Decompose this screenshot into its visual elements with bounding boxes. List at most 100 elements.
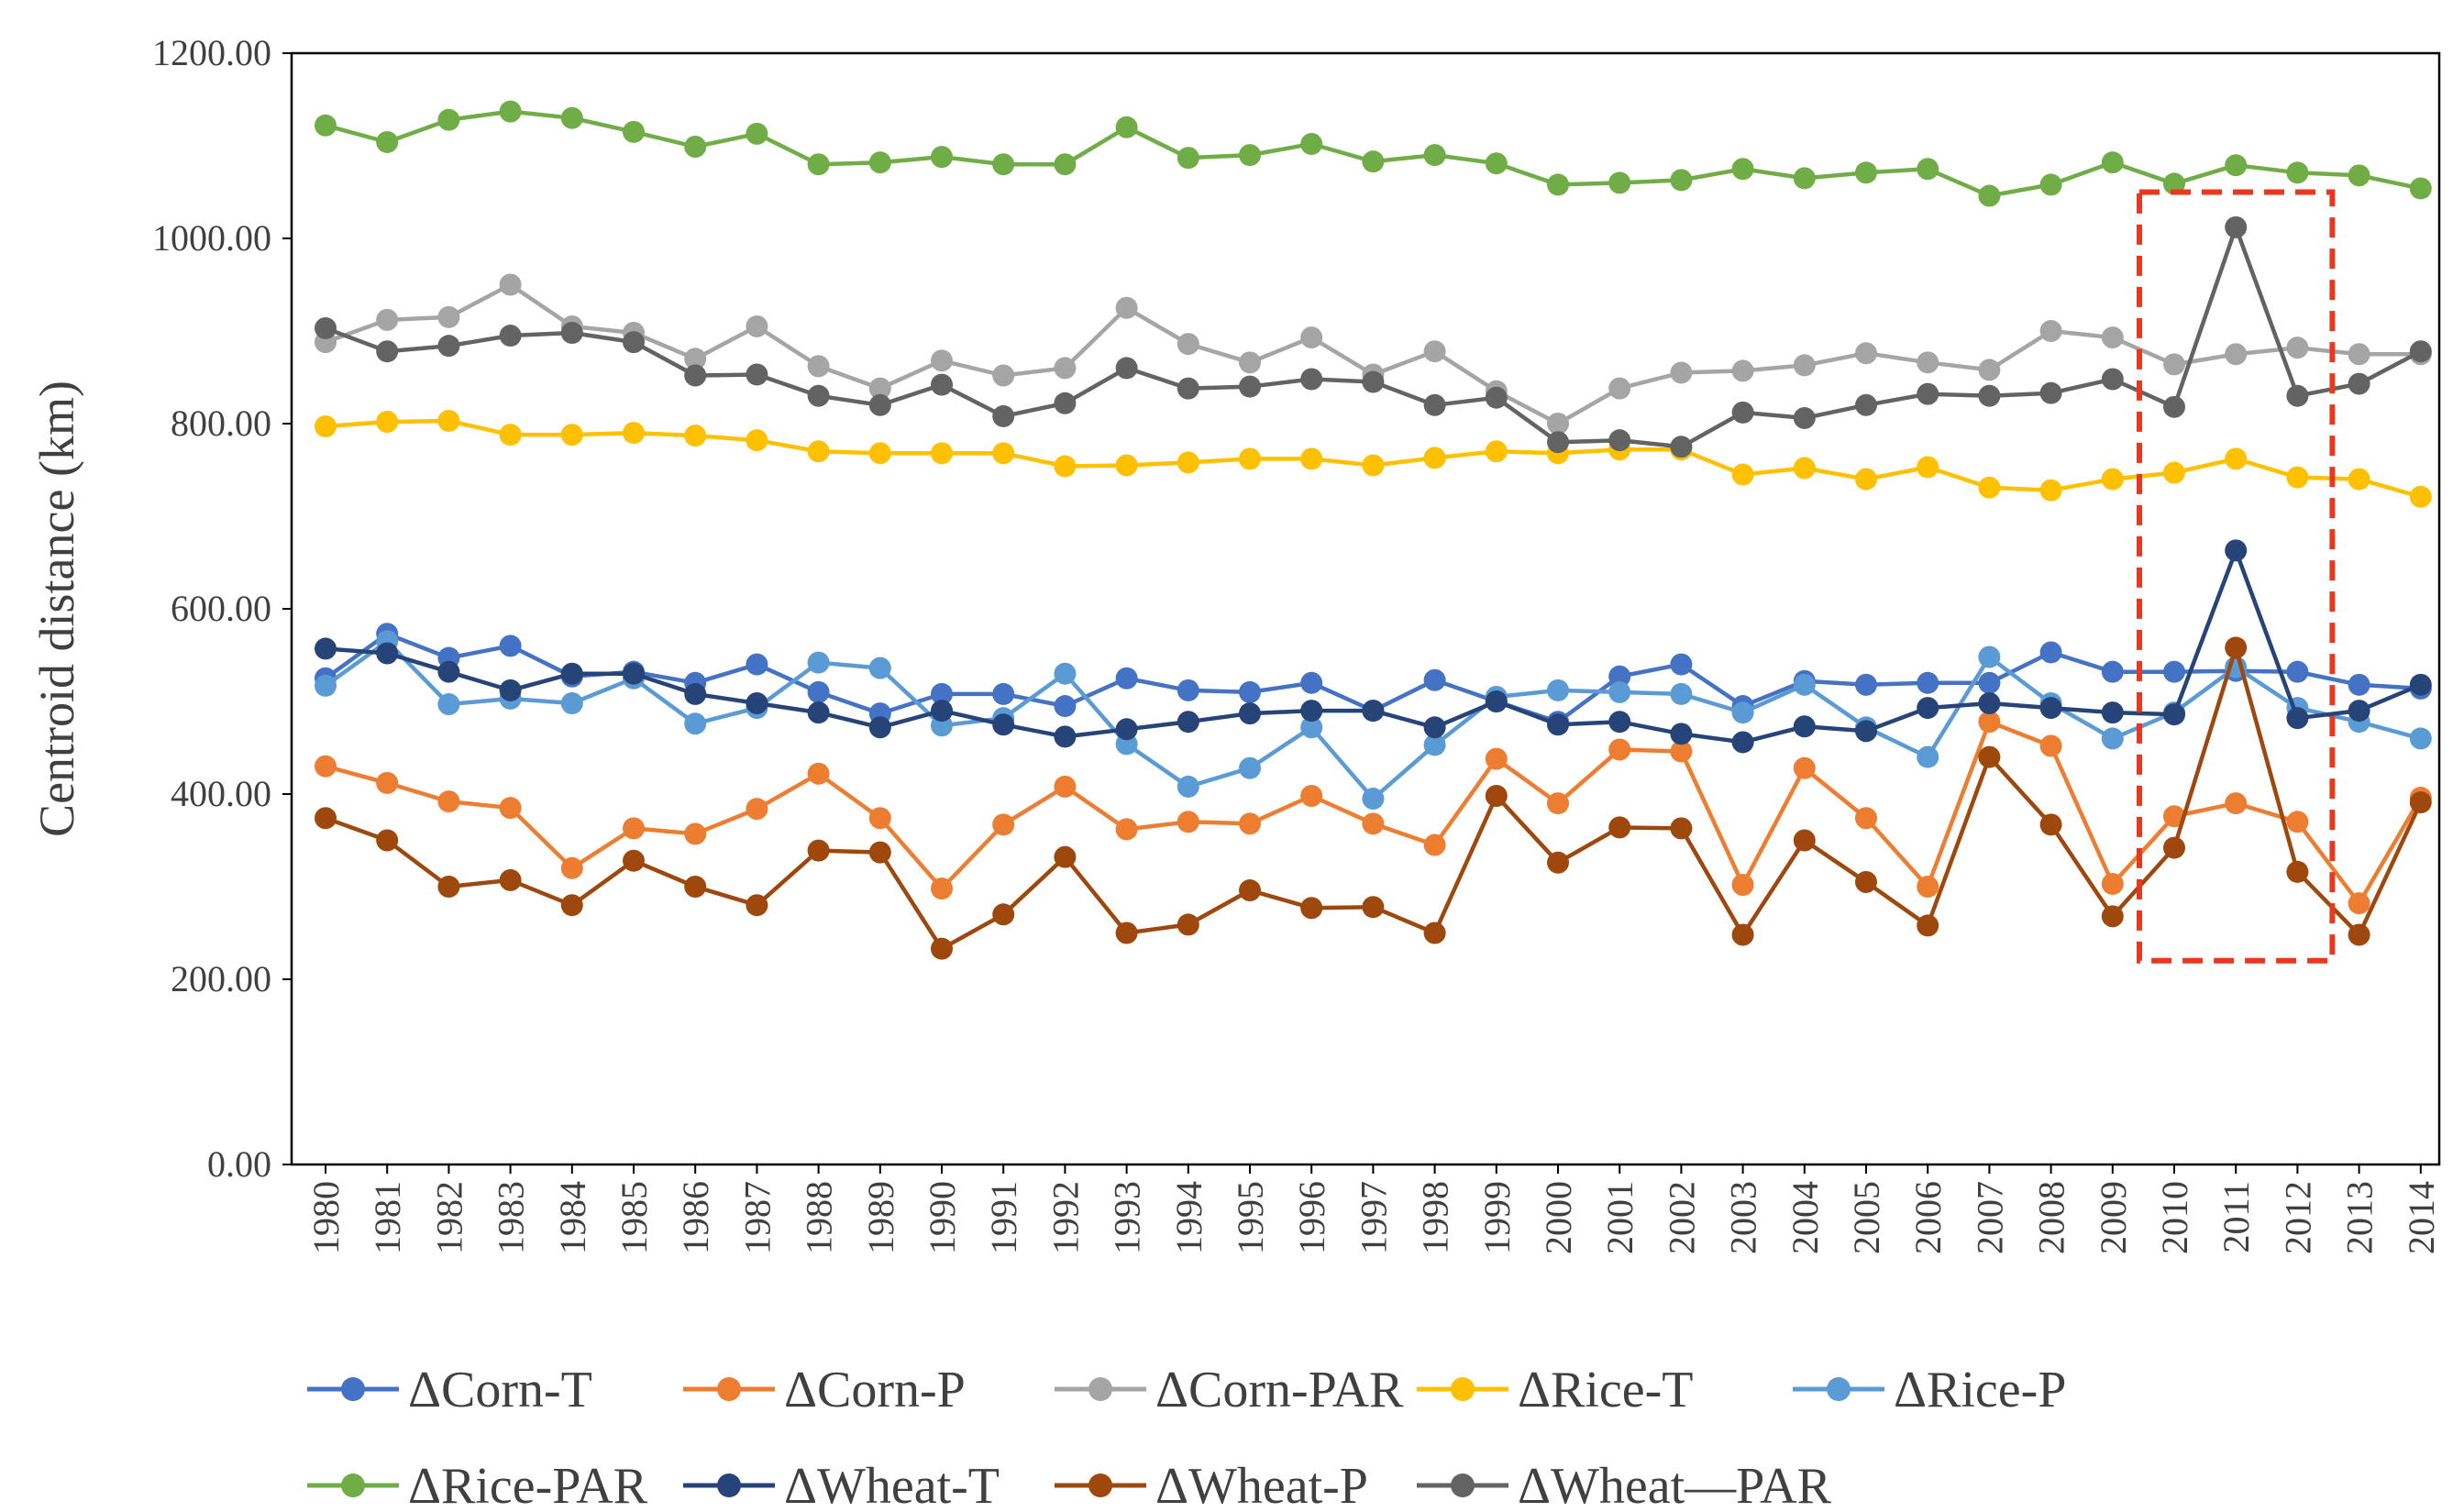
data-point bbox=[684, 876, 707, 898]
data-point bbox=[499, 424, 522, 447]
data-point bbox=[1670, 723, 1693, 745]
data-point bbox=[437, 335, 460, 358]
data-point bbox=[1239, 702, 1261, 725]
data-point bbox=[376, 642, 399, 665]
data-point bbox=[499, 100, 522, 123]
data-point bbox=[868, 393, 891, 416]
x-tick-label: 2000 bbox=[1538, 1181, 1579, 1254]
data-point bbox=[1917, 382, 1939, 405]
data-point bbox=[684, 712, 707, 735]
data-point bbox=[1547, 851, 1569, 874]
data-point bbox=[1423, 716, 1446, 739]
data-point bbox=[1978, 184, 2001, 207]
legend-item: ΔCorn-P bbox=[683, 1362, 966, 1418]
x-tick-label: 1995 bbox=[1230, 1181, 1271, 1254]
data-point bbox=[1300, 716, 1323, 739]
data-point bbox=[1731, 731, 1754, 754]
data-point bbox=[2348, 164, 2370, 187]
data-point bbox=[437, 790, 460, 813]
data-point bbox=[746, 692, 768, 715]
data-point bbox=[2101, 660, 2124, 683]
data-point bbox=[1115, 922, 1138, 944]
data-point bbox=[1670, 169, 1693, 192]
data-point bbox=[1608, 665, 1631, 688]
data-point bbox=[992, 813, 1015, 836]
data-point bbox=[2348, 673, 2370, 696]
legend-item: ΔWheat-P bbox=[1055, 1458, 1368, 1512]
y-tick-label: 1000.00 bbox=[152, 217, 271, 259]
data-point bbox=[2225, 215, 2248, 238]
data-point bbox=[1670, 653, 1693, 676]
data-point bbox=[992, 442, 1015, 465]
data-point bbox=[1670, 361, 1693, 384]
data-point bbox=[1177, 775, 1199, 798]
x-tick-label: 1987 bbox=[736, 1181, 778, 1254]
data-point bbox=[1855, 342, 1877, 365]
data-point bbox=[1115, 718, 1138, 741]
x-tick-label: 2001 bbox=[1599, 1181, 1641, 1254]
data-point bbox=[1608, 711, 1631, 734]
data-point bbox=[437, 693, 460, 716]
data-point bbox=[1362, 370, 1385, 393]
data-point bbox=[1239, 351, 1261, 374]
data-point bbox=[1300, 132, 1323, 155]
data-point bbox=[1855, 161, 1877, 184]
x-tick-label: 2004 bbox=[1784, 1181, 1826, 1254]
data-point bbox=[315, 755, 337, 778]
data-point bbox=[1793, 406, 1816, 429]
data-point bbox=[1547, 792, 1569, 815]
data-point bbox=[746, 653, 768, 676]
data-point bbox=[1300, 326, 1323, 349]
data-point bbox=[2163, 660, 2185, 683]
x-tick-label: 1989 bbox=[860, 1181, 901, 1254]
x-tick-label: 2009 bbox=[2093, 1181, 2134, 1254]
data-point bbox=[1670, 682, 1693, 705]
data-point bbox=[1177, 333, 1199, 356]
data-point bbox=[1731, 158, 1754, 181]
data-point bbox=[499, 325, 522, 348]
data-point bbox=[1547, 431, 1569, 454]
data-point bbox=[2225, 539, 2248, 562]
data-point bbox=[1239, 756, 1261, 779]
data-point bbox=[1917, 671, 1939, 694]
data-point bbox=[1978, 359, 2001, 381]
data-point bbox=[2286, 337, 2309, 359]
data-point bbox=[1300, 785, 1323, 808]
data-point bbox=[1177, 377, 1199, 400]
data-point bbox=[1978, 384, 2001, 407]
data-point bbox=[1978, 745, 2001, 768]
data-point bbox=[1978, 671, 2001, 694]
x-tick-label: 2003 bbox=[1723, 1181, 1764, 1254]
data-point bbox=[2348, 468, 2370, 491]
legend-label: ΔRice-PAR bbox=[408, 1458, 648, 1512]
data-point bbox=[807, 680, 830, 703]
data-point bbox=[684, 364, 707, 387]
data-point bbox=[2286, 660, 2309, 683]
data-point bbox=[931, 877, 953, 900]
data-point bbox=[868, 151, 891, 174]
legend-label: ΔRice-T bbox=[1518, 1362, 1694, 1418]
legend-item: ΔCorn-PAR bbox=[1055, 1362, 1404, 1418]
x-tick-label: 1991 bbox=[983, 1181, 1024, 1254]
data-point bbox=[2101, 701, 2124, 724]
data-point bbox=[931, 373, 953, 396]
data-point bbox=[1054, 725, 1077, 748]
data-point bbox=[437, 660, 460, 683]
data-point bbox=[868, 716, 891, 739]
series-ΔWheat—PAR bbox=[315, 215, 2432, 458]
data-point bbox=[2409, 791, 2432, 814]
data-point bbox=[1239, 812, 1261, 835]
data-point bbox=[1239, 375, 1261, 398]
data-point bbox=[560, 856, 583, 879]
data-point bbox=[931, 146, 953, 169]
data-point bbox=[1855, 673, 1877, 696]
data-point bbox=[2409, 177, 2432, 200]
highlight-layer bbox=[2137, 189, 2336, 964]
x-tick-label: 2011 bbox=[2215, 1181, 2257, 1253]
data-point bbox=[315, 415, 337, 438]
data-point bbox=[931, 349, 953, 372]
x-tick-label: 2007 bbox=[1969, 1181, 2010, 1254]
data-point bbox=[499, 273, 522, 296]
data-point bbox=[1670, 436, 1693, 458]
data-point bbox=[560, 894, 583, 917]
